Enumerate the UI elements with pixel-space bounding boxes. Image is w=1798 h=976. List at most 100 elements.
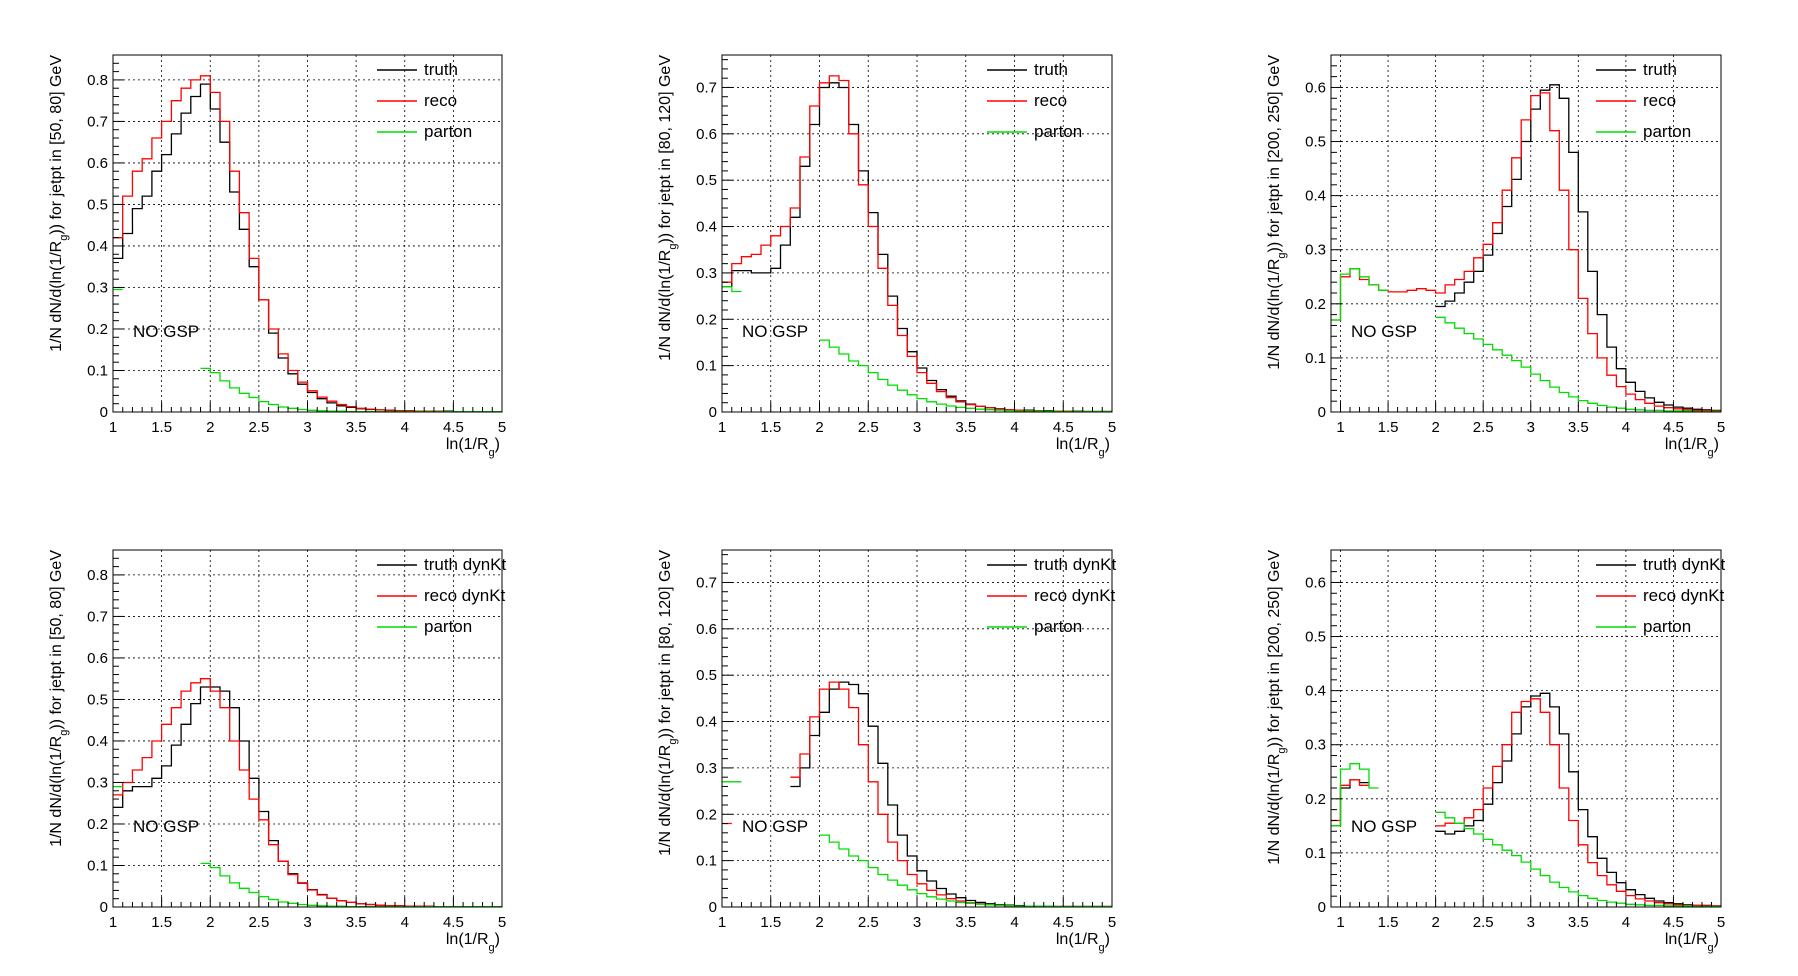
annotation-no-gsp: NO GSP [742, 817, 808, 836]
x-tick-label: 5 [1108, 419, 1116, 436]
histogram-line [200, 862, 502, 908]
x-tick-label: 1 [1336, 419, 1344, 436]
x-tick-label: 3.5 [1568, 419, 1589, 436]
y-tick-label: 0.5 [1305, 134, 1326, 151]
legend-label: truth dynKt [1034, 555, 1116, 574]
legend: truth dynKt reco dynKt parton [1596, 555, 1725, 636]
x-axis: 1 1.5 2 2.5 3 3.5 4 4.5 5 [1330, 897, 1725, 931]
y-tick-label: 0.3 [1305, 737, 1326, 754]
y-tick-label: 0.6 [1305, 79, 1326, 96]
x-tick-label: 3 [303, 419, 311, 436]
x-tick-label: 5 [498, 419, 506, 436]
x-tick-label: 3.5 [955, 914, 976, 931]
y-tick-label: 0.8 [87, 72, 108, 89]
chart-panel-4: 1 1.5 2 2.5 3 3.5 4 4.5 500.10.20.30.40.50.60.70… [48, 549, 506, 954]
y-tick-label: 0.5 [696, 667, 717, 684]
histogram-line [1331, 92, 1721, 412]
y-tick-label: 0.1 [696, 853, 717, 870]
y-tick-label: 0.6 [87, 650, 108, 667]
y-tick-label: 0.1 [696, 358, 717, 375]
x-tick-label: 1.5 [760, 419, 781, 436]
x-tick-label: 4 [1622, 419, 1630, 436]
x-tick-label: 4 [401, 914, 409, 931]
histogram-line [819, 834, 1112, 908]
y-tick-label: 0.6 [87, 155, 108, 172]
series-reco-dynKt [1331, 698, 1721, 907]
legend-label: truth [424, 60, 458, 79]
y-tick-label: 0.7 [696, 79, 717, 96]
y-axis: 0 0.1 0.2 0.3 0.4 0.5 0.6 0.7 0.8 [87, 54, 124, 421]
y-tick-label: 0.5 [87, 691, 108, 708]
x-tick-label: 1 [1336, 914, 1344, 931]
y-tick-label: 0.6 [696, 126, 717, 143]
x-tick-label: 4.5 [1663, 419, 1684, 436]
y-tick-label: 0 [100, 404, 108, 421]
x-tick-label: 1 [109, 419, 117, 436]
legend: truth reco parton [1596, 60, 1691, 141]
x-axis: 1 1.5 2 2.5 3 3.5 4 4.5 5 [109, 402, 506, 436]
x-tick-label: 4.5 [1663, 914, 1684, 931]
histogram-line [819, 339, 1112, 413]
x-tick-label: 4.5 [1053, 914, 1074, 931]
x-tick-label: 2.5 [858, 419, 879, 436]
y-tick-label: 0.2 [696, 311, 717, 328]
x-tick-label: 5 [1717, 419, 1725, 436]
y-tick-label: 0.5 [696, 172, 717, 189]
x-tick-label: 1 [718, 914, 726, 931]
chart-panel-1: 1 1.5 2 2.5 3 3.5 4 4.5 500.10.20.30.40.50.60.70… [48, 54, 506, 459]
grid [1331, 55, 1721, 412]
y-axis-title: 1/N dN/d(ln(1/Rg)) for jetpt in [50, 80]… [48, 550, 70, 847]
x-tick-label: 4.5 [443, 914, 464, 931]
histogram-line [790, 681, 1112, 908]
legend: truth reco parton [987, 60, 1082, 141]
x-tick-label: 2.5 [248, 419, 269, 436]
x-tick-label: 1.5 [1378, 914, 1399, 931]
chart-panel-3: 1 1.5 2 2.5 3 3.5 4 4.5 5 0 0.1 0.2 0.3 0.4 0.5 0.6 ln(1… [1266, 54, 1725, 459]
series-parton [722, 286, 1112, 413]
y-tick-label: 0.4 [87, 238, 108, 255]
plot-frame [1330, 549, 1722, 908]
chart-panel-6: 1 1.5 2 2.5 3 3.5 4 4.5 5 0 0.1 0.2 0.3 0.4 0.5 0.6 ln(1… [1266, 549, 1725, 954]
y-tick-label: 0.7 [87, 608, 108, 625]
histogram-line [1331, 692, 1721, 907]
x-tick-label: 4 [1010, 914, 1018, 931]
annotation-no-gsp: NO GSP [1351, 322, 1417, 341]
legend-label: reco dynKt [424, 586, 506, 605]
x-tick-label: 4.5 [1053, 419, 1074, 436]
histogram-line [722, 286, 742, 293]
y-tick-label: 0 [709, 404, 717, 421]
series-truth-dynKt [1331, 692, 1721, 907]
x-tick-label: 3.5 [1568, 914, 1589, 931]
y-axis-title: 1/N dN/d(ln(1/Rg)) for jetpt in [80, 120… [657, 550, 679, 856]
x-tick-label: 3.5 [955, 419, 976, 436]
x-tick-label: 5 [498, 914, 506, 931]
x-tick-label: 1 [718, 419, 726, 436]
grid [1331, 550, 1721, 907]
y-tick-label: 0.4 [696, 714, 717, 731]
x-axis-title: ln(1/Rg) [1056, 436, 1110, 459]
y-tick-label: 0.3 [87, 774, 108, 791]
legend-label: truth [1034, 60, 1068, 79]
histogram-line [113, 678, 502, 908]
legend-label: reco [424, 91, 457, 110]
series-truth-dynKt [790, 681, 1112, 908]
y-tick-label: 0.4 [87, 733, 108, 750]
legend-label: reco dynKt [1034, 586, 1116, 605]
x-tick-label: 2.5 [1473, 914, 1494, 931]
y-tick-label: 0.1 [1305, 350, 1326, 367]
x-tick-label: 3 [913, 419, 921, 436]
y-tick-label: 0.2 [87, 321, 108, 338]
series-reco [722, 75, 1112, 413]
histogram-line [1331, 763, 1379, 827]
y-tick-label: 0.1 [87, 857, 108, 874]
y-axis-title: 1/N dN/d(ln(1/Rg)) for jetpt in [200, 25… [1266, 550, 1288, 865]
legend: truth reco parton [377, 60, 472, 141]
annotation-no-gsp: NO GSP [133, 817, 199, 836]
y-axis: 0 0.1 0.2 0.3 0.4 0.5 0.6 [1305, 549, 1342, 916]
x-axis-title: ln(1/Rg) [446, 931, 500, 954]
y-axis-title: 1/N dN/d(ln(1/Rg)) for jetpt in [80, 120… [657, 55, 679, 361]
y-tick-label: 0.3 [1305, 242, 1326, 259]
y-tick-label: 0.7 [87, 113, 108, 130]
series-parton [722, 781, 1112, 908]
x-tick-label: 3.5 [346, 914, 367, 931]
